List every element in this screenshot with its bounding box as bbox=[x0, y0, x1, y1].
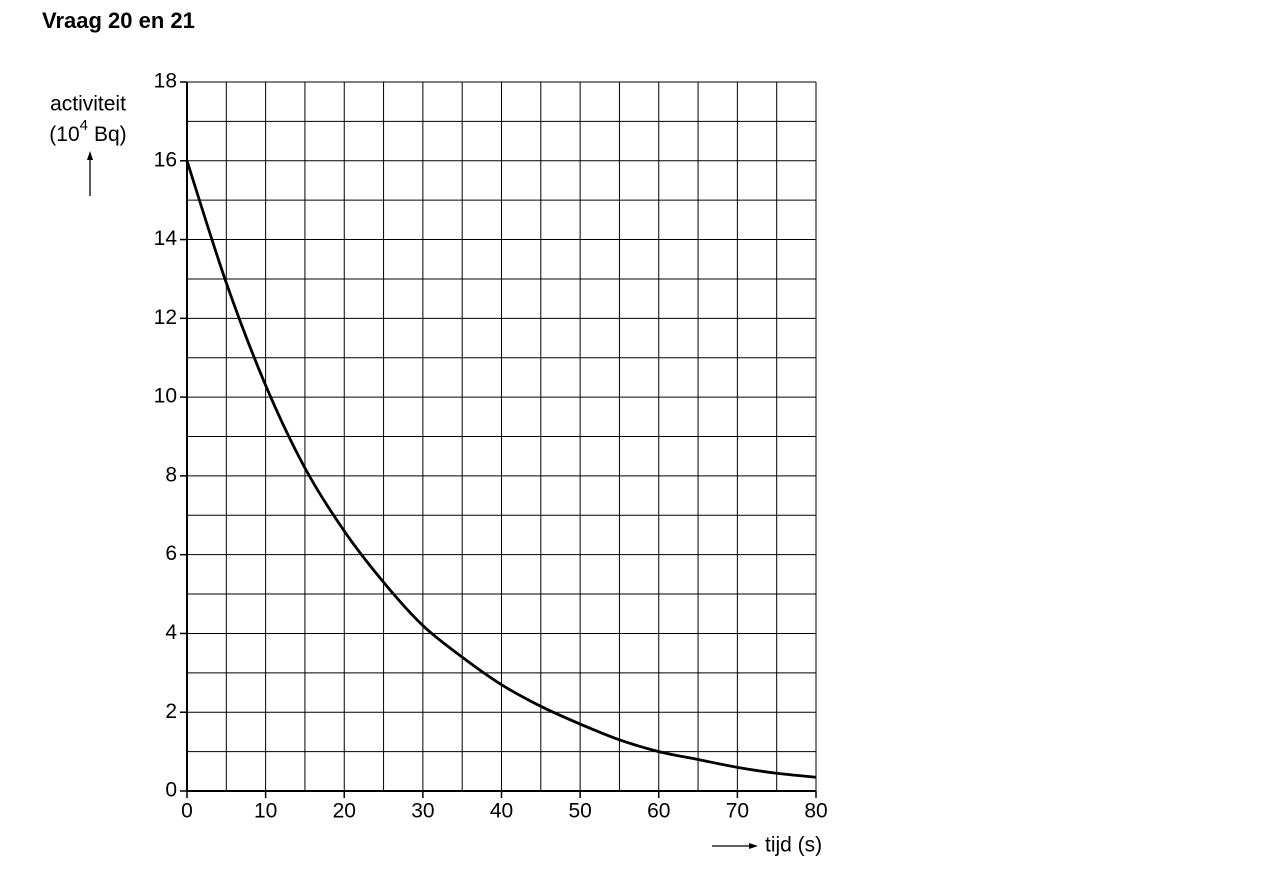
y-arrow-head bbox=[87, 151, 93, 160]
x-tick-label: 30 bbox=[411, 800, 434, 823]
y-axis-unit: (104 Bq) bbox=[49, 117, 126, 146]
y-tick-label: 18 bbox=[154, 70, 177, 93]
x-axis-label: tijd (s) bbox=[765, 834, 822, 857]
y-tick-label: 6 bbox=[165, 542, 177, 565]
unit-prefix: (10 bbox=[49, 123, 79, 146]
x-tick-label: 60 bbox=[647, 800, 670, 823]
curve bbox=[185, 160, 817, 779]
x-tick-label: 50 bbox=[568, 800, 591, 823]
unit-exponent: 4 bbox=[80, 117, 88, 134]
y-tick-label: 14 bbox=[154, 227, 178, 250]
x-tick-label: 10 bbox=[254, 800, 277, 823]
y-axis-label: activiteit bbox=[50, 93, 126, 116]
unit-suffix: Bq) bbox=[94, 123, 127, 146]
x-tick-label: 40 bbox=[490, 800, 513, 823]
x-tick-label: 20 bbox=[333, 800, 356, 823]
y-tick-label: 12 bbox=[154, 306, 177, 329]
y-tick-label: 8 bbox=[165, 463, 177, 486]
y-tick-label: 2 bbox=[165, 700, 177, 723]
y-tick-label: 16 bbox=[154, 148, 177, 171]
y-tick-label: 10 bbox=[154, 385, 177, 408]
y-tick-label: 0 bbox=[165, 779, 177, 802]
plot-area: 0 10 20 30 40 50 60 70 80 0 2 4 6 8 10 12 14 16 18 bbox=[154, 70, 828, 823]
x-tick-label: 80 bbox=[804, 800, 827, 823]
x-tick-label: 70 bbox=[726, 800, 749, 823]
y-tick-label: 4 bbox=[165, 621, 177, 644]
x-tick-label: 0 bbox=[181, 800, 193, 823]
chart-title: Vraag 20 en 21 bbox=[42, 8, 195, 33]
x-arrow-head bbox=[749, 843, 758, 849]
